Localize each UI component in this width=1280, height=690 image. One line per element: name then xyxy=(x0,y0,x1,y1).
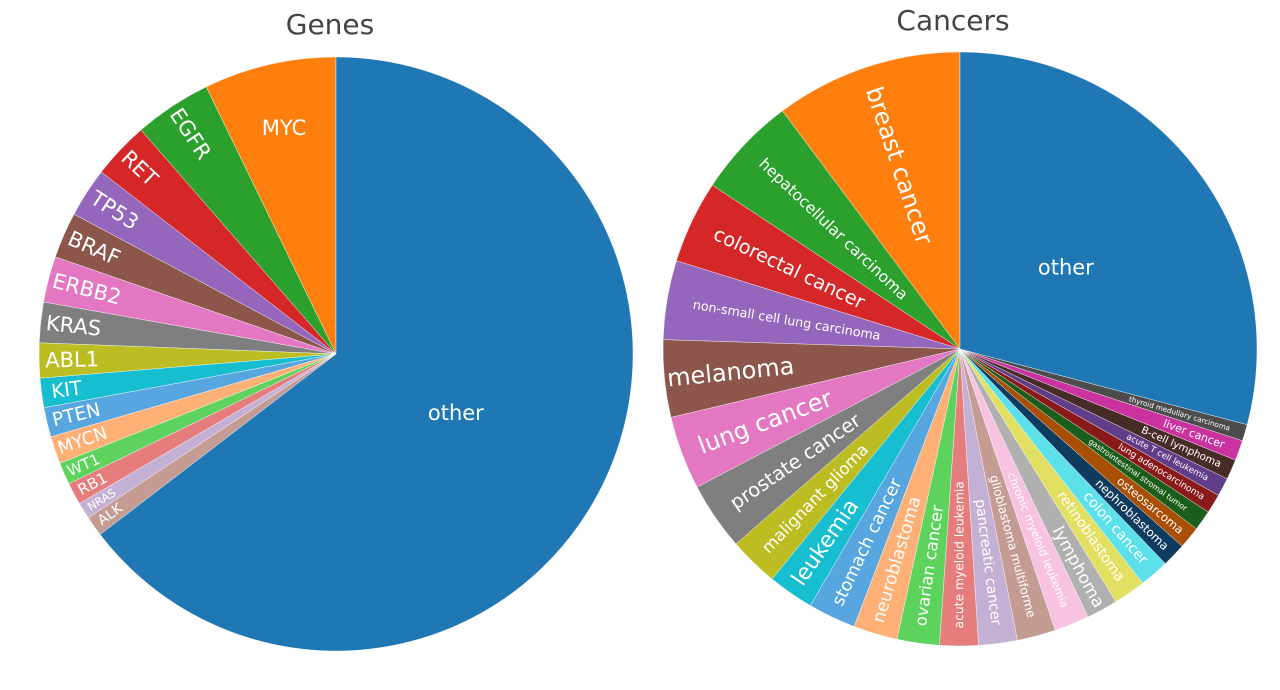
pie-slice-other[interactable] xyxy=(99,56,634,652)
slice-label: acute myeloid leukemia xyxy=(952,481,966,628)
pie-slice-other[interactable] xyxy=(959,51,1258,425)
cancers-chart-title: Cancers xyxy=(896,4,1009,37)
pie-slice-myc[interactable] xyxy=(205,56,337,355)
slice-label: MYC xyxy=(262,116,306,140)
slice-label: other xyxy=(428,401,484,425)
slice-label: other xyxy=(1038,255,1094,279)
slice-label: KRAS xyxy=(45,311,102,341)
genes-chart-title: Genes xyxy=(286,8,374,41)
slice-label: ABL1 xyxy=(45,347,99,372)
pie-slice-breast-cancer[interactable] xyxy=(782,51,961,350)
genes-pie: MYCEGFRRETTP53BRAFERBB2KRASABL1KITPTENMY… xyxy=(38,56,634,652)
slice-label: KIT xyxy=(50,376,84,403)
